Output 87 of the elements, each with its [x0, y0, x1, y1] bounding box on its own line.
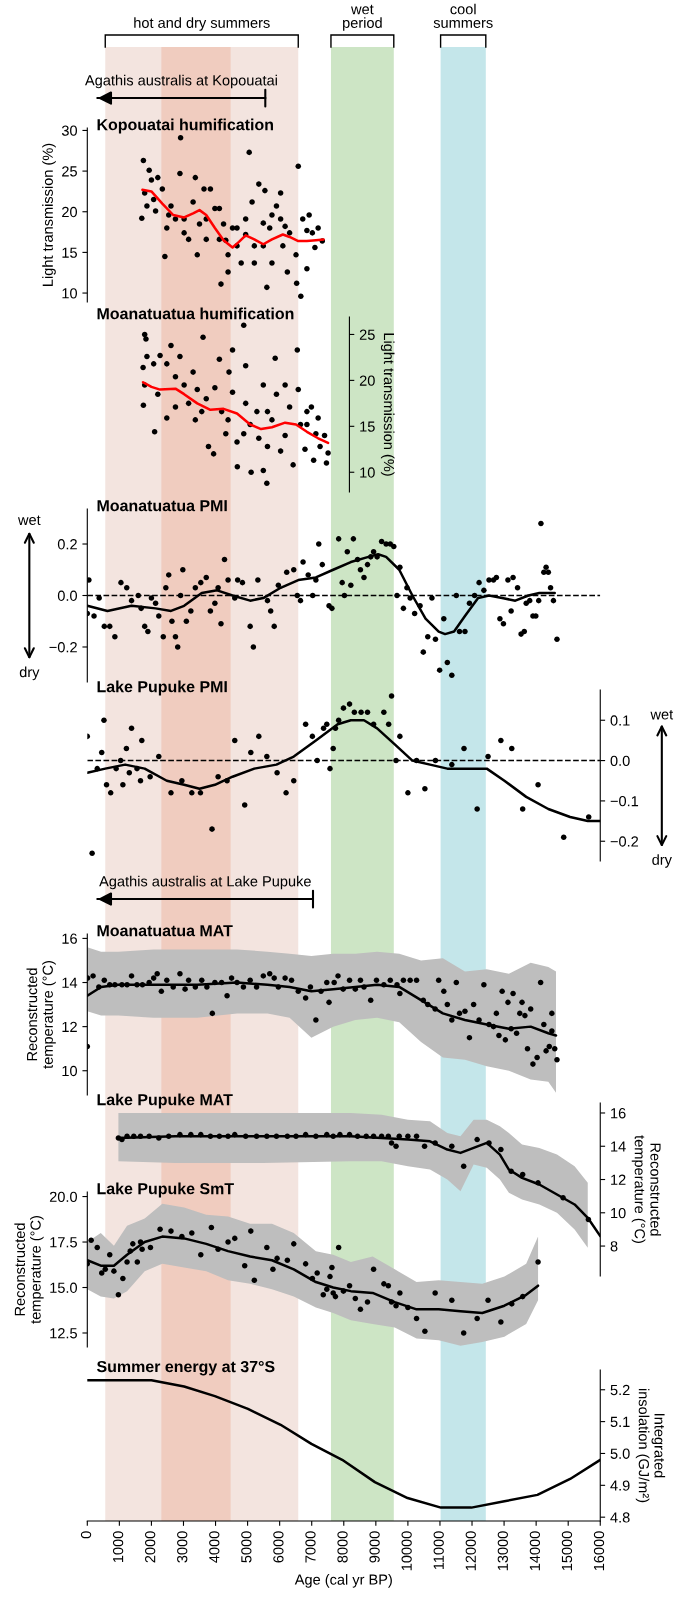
band-label: wet period [343, 4, 382, 31]
x-tick-label: 6000 [273, 1531, 284, 1563]
y-axis-title: Reconstructed temperature (°C) [631, 1135, 662, 1243]
y-tick-label: 20 [359, 375, 375, 386]
y-tick-label: 10 [62, 288, 78, 299]
point [498, 1146, 504, 1153]
point [388, 1140, 395, 1146]
x-tick-label: 10000 [401, 1531, 412, 1571]
chart-title: Lake Pupuke MAT [97, 1093, 233, 1109]
text: Agathis australis at Kopouatai [84, 74, 277, 89]
x-tick-label: 1000 [112, 1531, 124, 1563]
band-label: cool summers [433, 3, 493, 28]
y-tick-label: 10 [360, 467, 375, 478]
y-tick-label: 25 [359, 329, 375, 340]
y-axis-title: Reconstructed temperature (°C) [14, 1216, 44, 1324]
chart-title: Lake Pupuke PMI [97, 680, 227, 696]
text: wet [650, 709, 674, 720]
y-tick-label: −0.2 [610, 836, 639, 847]
point [421, 1143, 428, 1150]
x-tick-label: 3000 [177, 1531, 188, 1563]
line-series [141, 380, 330, 445]
x-axis-title: Age (cal yr BP) [294, 1574, 392, 1588]
x-tick-label: 16000 [593, 1531, 605, 1571]
point [449, 1143, 455, 1150]
y-tick-label: 15 [62, 247, 77, 258]
chart-title: Kopouatai humification [97, 118, 273, 134]
point [393, 1143, 399, 1150]
text: dry [652, 854, 672, 868]
x-tick-label: 14000 [529, 1531, 541, 1571]
y-tick-label: 17.5 [50, 1237, 77, 1248]
y-tick-label: 20.0 [49, 1191, 78, 1202]
chart-title: Summer energy at 37°S [96, 1360, 275, 1376]
y-axis-title: Reconstructed temperature (°C) [26, 961, 56, 1069]
y-tick-label: 10 [611, 1207, 626, 1219]
chart-title: Moanatuatua humification [97, 307, 294, 320]
chart-title: Moanatuatua MAT [97, 925, 233, 937]
y-tick-label: 4.9 [610, 1480, 630, 1491]
x-tick-label: 8000 [337, 1531, 348, 1563]
line-series [141, 188, 325, 249]
text: wet [17, 515, 41, 526]
y-tick-label: 4.8 [610, 1512, 630, 1523]
x-tick-label: 5000 [241, 1531, 252, 1563]
x-tick-label: 12000 [465, 1531, 476, 1571]
y-tick-label: 5.0 [610, 1448, 630, 1459]
chart-title: Lake Pupuke SmT [97, 1182, 234, 1198]
y-tick-label: 0.0 [57, 590, 78, 601]
y-tick-label: 12 [611, 1174, 626, 1185]
y-tick-label: 8 [610, 1241, 618, 1252]
y-tick-label: −0.2 [49, 642, 77, 653]
x-tick-label: 9000 [369, 1531, 380, 1563]
x-tick-label: 4000 [209, 1531, 220, 1563]
line-series [87, 719, 601, 823]
y-tick-label: −0.1 [610, 796, 639, 807]
x-tick-label: 11000 [433, 1531, 444, 1570]
y-tick-label: 16 [611, 1108, 626, 1119]
y-tick-label: 0.2 [57, 539, 77, 550]
y-tick-label: 5.2 [610, 1384, 630, 1396]
y-tick-label: 0.0 [610, 755, 630, 767]
text: Agathis australis at Lake Pupuke [99, 875, 311, 890]
x-tick-label: 2000 [145, 1531, 156, 1563]
y-axis-title: Light transmission (%) [380, 333, 395, 476]
line-series [87, 1235, 540, 1315]
text: dry [19, 666, 40, 681]
y-axis-title: Integrated insolation (GJ/m²) [635, 1388, 666, 1503]
point [474, 1136, 480, 1143]
x-tick-label: 13000 [497, 1531, 508, 1571]
y-tick-label: 15 [360, 421, 375, 432]
chart-title: Moanatuatua PMI [97, 500, 227, 512]
y-tick-label: 20 [62, 206, 78, 218]
y-tick-label: 15.0 [50, 1282, 78, 1293]
y-tick-label: 12.5 [50, 1328, 77, 1339]
y-tick-label: 25 [62, 166, 77, 177]
y-tick-label: 5.1 [610, 1416, 630, 1428]
point [460, 1163, 467, 1169]
y-tick-label: 14 [62, 977, 78, 988]
y-tick-label: 0.1 [610, 715, 630, 726]
y-tick-label: 10 [62, 1065, 78, 1077]
y-tick-label: 12 [62, 1021, 77, 1032]
y-tick-label: 14 [611, 1141, 626, 1152]
point [413, 1133, 420, 1140]
x-tick-label: 0 [80, 1531, 92, 1539]
y-axis-title: Light transmission (%) [42, 143, 56, 286]
x-tick-label: 7000 [305, 1531, 316, 1563]
y-tick-label: 16 [62, 933, 77, 944]
y-tick-label: 30 [61, 125, 78, 136]
band-label: hot and dry summers [134, 17, 270, 31]
x-tick-label: 15000 [561, 1531, 573, 1571]
